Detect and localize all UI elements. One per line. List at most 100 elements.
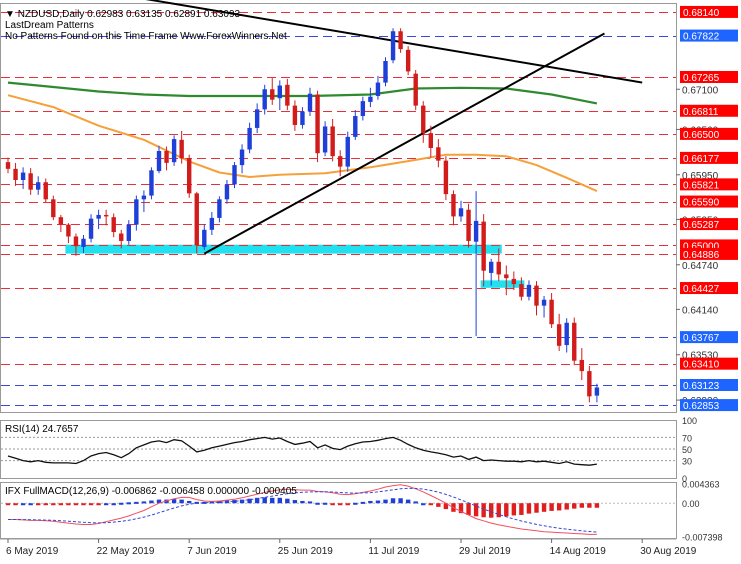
candle-body-76 <box>579 359 584 372</box>
candle-body-48 <box>368 96 373 102</box>
red-level-label-11: 0.63410 <box>683 360 720 371</box>
candle-body-6 <box>51 199 56 218</box>
red-level-label-1: 0.67265 <box>683 73 720 84</box>
macd-bar-8 <box>66 503 71 506</box>
candle-body-71 <box>541 299 547 306</box>
macd-bar-19 <box>149 500 154 504</box>
red-level-box-2 <box>680 104 738 117</box>
macd-pane[interactable]: IFX FullMACD(12,26,9) -0.006862 -0.00645… <box>0 480 723 543</box>
macd-bar-46 <box>353 502 358 505</box>
macd-label: IFX FullMACD(12,26,9) -0.006862 -0.00645… <box>5 486 297 497</box>
red-level-label-9: 0.64886 <box>683 250 720 261</box>
macd-bar-7 <box>58 503 64 506</box>
macd-bar-18 <box>141 501 147 504</box>
price-tick-label-6: 0.63530 <box>682 351 719 362</box>
candle-body-36 <box>277 85 282 99</box>
time-tick-label-1: 22 May 2019 <box>97 546 155 557</box>
macd-bar-20 <box>156 499 162 504</box>
candle-body-29 <box>224 184 230 200</box>
candle-body-58 <box>443 160 449 195</box>
macd-bar-17 <box>134 501 139 504</box>
macd-bar-73 <box>556 503 562 511</box>
macd-bar-12 <box>96 503 101 506</box>
candle-body-67 <box>511 278 517 285</box>
red-level-box-3 <box>680 127 738 140</box>
macd-bar-67 <box>511 503 517 516</box>
macd-bar-71 <box>541 503 547 512</box>
rsi-pane-frame <box>0 420 677 479</box>
red-level-label-7: 0.65287 <box>683 220 720 231</box>
trendline-1 <box>203 32 605 255</box>
main-price-pane[interactable] <box>0 0 677 413</box>
candle-body-16 <box>126 224 131 241</box>
candle-body-18 <box>141 195 147 200</box>
rsi-tick-label-1: 70 <box>682 433 692 443</box>
candle-body-30 <box>232 165 237 185</box>
candle-body-56 <box>428 133 433 149</box>
macd-bar-49 <box>375 500 381 504</box>
blue-level-box-3 <box>680 399 738 412</box>
candle-body-51 <box>390 31 396 61</box>
macd-bar-38 <box>292 500 298 504</box>
macd-bar-58 <box>443 503 449 510</box>
candle-body-24 <box>187 158 192 194</box>
macd-bar-32 <box>247 498 252 504</box>
candle-body-20 <box>156 150 162 172</box>
macd-bar-74 <box>564 503 569 510</box>
rsi-pane[interactable]: RSI(14) 24.7657 100 70 50 30 0 <box>0 416 698 484</box>
macd-bar-1 <box>13 503 18 506</box>
candle-body-23 <box>179 139 184 159</box>
candle-body-73 <box>556 324 562 346</box>
macd-bar-34 <box>262 497 267 504</box>
symbol-info: ▼ NZDUSD,Daily 0.62983 0.63135 0.62891 0… <box>5 9 287 20</box>
macd-bar-70 <box>534 503 539 513</box>
candle-body-46 <box>353 116 358 137</box>
red-level-label-10: 0.64427 <box>683 284 720 295</box>
candle-body-35 <box>270 89 275 100</box>
dropdown-triangle-icon[interactable]: ▼ <box>5 9 15 20</box>
macd-bar-44 <box>338 503 343 506</box>
rsi-label: RSI(14) 24.7657 <box>5 424 79 435</box>
blue-level-label-3: 0.62853 <box>683 401 720 412</box>
rsi-tick-label-3: 30 <box>682 457 692 467</box>
time-axis: 6 May 2019 22 May 2019 7 Jun 2019 25 Jun 20… <box>0 538 697 557</box>
blue-level-label-0: 0.67822 <box>683 32 720 43</box>
blue-level-label-2: 0.63123 <box>683 381 720 392</box>
blue-level-box-2 <box>680 379 738 392</box>
candle-body-27 <box>209 217 215 230</box>
candle-body-54 <box>413 73 418 106</box>
candle-body-19 <box>149 170 154 196</box>
candle-body-1 <box>13 168 18 180</box>
candle-body-66 <box>504 274 509 279</box>
trendline-0 <box>145 0 643 84</box>
time-tick-label-5: 29 Jul 2019 <box>459 546 511 557</box>
macd-bar-31 <box>239 499 245 504</box>
red-level-label-3: 0.66500 <box>683 130 720 141</box>
candle-body-41 <box>315 94 320 154</box>
candle-body-13 <box>103 214 109 217</box>
candle-body-69 <box>526 284 532 297</box>
macd-bar-76 <box>579 503 584 508</box>
candle-body-38 <box>292 105 298 125</box>
macd-bar-35 <box>270 497 275 504</box>
candle-body-40 <box>307 93 313 112</box>
red-level-box-1 <box>680 70 738 83</box>
candle-body-17 <box>134 199 139 225</box>
macd-bar-56 <box>428 503 433 506</box>
macd-line <box>8 484 597 535</box>
chart-header: ▼ NZDUSD,Daily 0.62983 0.63135 0.62891 0… <box>5 9 287 42</box>
rsi-tick-label-0: 100 <box>682 416 697 426</box>
macd-bar-57 <box>436 503 441 507</box>
symbol-ohlc: NZDUSD,Daily 0.62983 0.63135 0.62891 0.6… <box>17 9 241 20</box>
candle-body-60 <box>458 208 464 217</box>
candle-body-28 <box>217 199 222 218</box>
time-tick-label-0: 6 May 2019 <box>6 546 59 557</box>
macd-bar-9 <box>73 503 79 506</box>
time-tick-label-3: 25 Jun 2019 <box>278 546 333 557</box>
candle-body-7 <box>58 217 64 225</box>
macd-bar-4 <box>36 503 41 506</box>
macd-bar-28 <box>217 500 222 504</box>
macd-bar-66 <box>504 503 509 517</box>
candle-body-9 <box>73 236 79 247</box>
